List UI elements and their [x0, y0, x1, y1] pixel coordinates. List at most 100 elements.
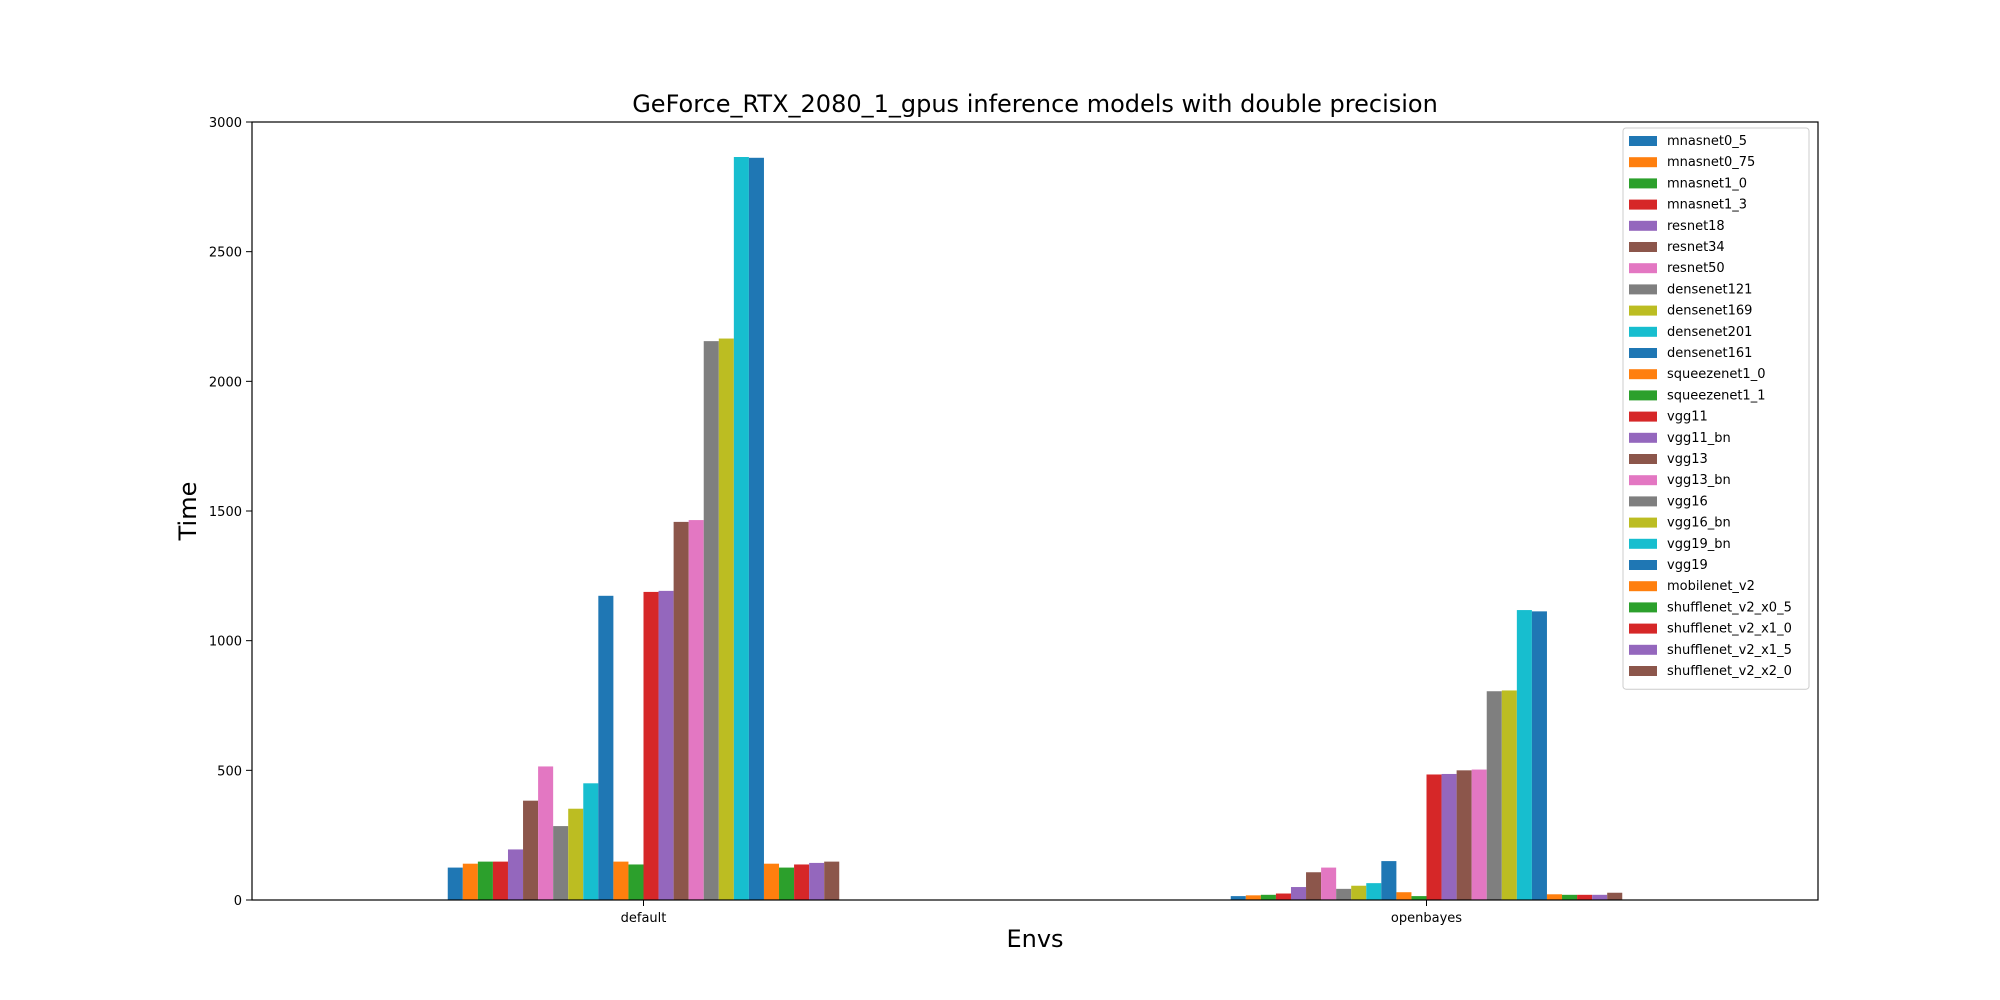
- legend-swatch: [1629, 644, 1657, 655]
- legend-swatch: [1629, 136, 1657, 146]
- legend-swatch: [1629, 432, 1657, 443]
- plot-frame: [251, 121, 1819, 901]
- legend-label: mnasnet0_75: [1667, 155, 1755, 170]
- legend-swatch: [1629, 369, 1657, 380]
- bar-vgg11-openbayes: [1426, 774, 1442, 900]
- legend-label: shufflenet_v2_x0_5: [1667, 600, 1792, 615]
- legend-label: vgg16_bn: [1667, 516, 1731, 531]
- legend-label: mnasnet0_5: [1667, 134, 1747, 149]
- legend-label: mnasnet1_3: [1667, 198, 1747, 213]
- chart-title: GeForce_RTX_2080_1_gpus inference models…: [632, 90, 1438, 118]
- bar-resnet34-default: [523, 800, 539, 900]
- legend-swatch: [1629, 199, 1657, 210]
- legend-label: mobilenet_v2: [1667, 579, 1755, 594]
- y-tick-label: 1500: [209, 505, 242, 520]
- y-tick-label: 2000: [209, 375, 242, 390]
- y-tick-label: 3000: [209, 116, 242, 131]
- bar-vgg19-openbayes: [1531, 611, 1547, 900]
- bar-vgg11_bn-default: [658, 590, 674, 900]
- bar-resnet50-openbayes: [1321, 867, 1337, 900]
- bar-densenet161-openbayes: [1381, 861, 1397, 900]
- bar-vgg16_bn-openbayes: [1501, 690, 1517, 900]
- bar-shufflenet_v2_x1_0-default: [794, 864, 810, 900]
- legend-label: resnet50: [1667, 261, 1725, 276]
- bar-vgg11_bn-openbayes: [1441, 773, 1457, 900]
- bar-vgg11-default: [643, 591, 659, 900]
- legend-swatch: [1629, 602, 1657, 613]
- legend-swatch: [1629, 623, 1657, 634]
- bar-resnet50-default: [538, 766, 554, 900]
- legend-swatch: [1629, 666, 1657, 676]
- legend-label: vgg19: [1667, 558, 1708, 573]
- legend-label: shufflenet_v2_x1_5: [1667, 643, 1792, 658]
- y-tick-label: 0: [234, 894, 242, 909]
- bar-densenet161-default: [598, 595, 614, 900]
- bar-shufflenet_v2_x2_0-default: [824, 861, 840, 900]
- legend-swatch: [1629, 263, 1657, 274]
- bar-shufflenet_v2_x1_5-openbayes: [1592, 894, 1608, 900]
- y-axis: 0 500 1000 1500 2000 2500 3000: [209, 116, 252, 909]
- bar-vgg16-default: [703, 341, 719, 900]
- legend-label: vgg11: [1667, 410, 1708, 425]
- legend-swatch: [1629, 242, 1657, 252]
- bar-densenet121-openbayes: [1336, 888, 1352, 900]
- bar-squeezenet1_1-default: [628, 864, 644, 900]
- legend-swatch: [1629, 538, 1657, 549]
- bar-mnasnet1_3-openbayes: [1275, 893, 1291, 900]
- bar-vgg16_bn-default: [718, 338, 734, 900]
- legend-box: [1622, 127, 1810, 690]
- bar-mnasnet1_0-default: [477, 861, 493, 900]
- y-tick-label: 500: [217, 764, 242, 779]
- bar-mobilenet_v2-openbayes: [1546, 894, 1563, 900]
- bar-shufflenet_v2_x1_0-openbayes: [1577, 894, 1593, 900]
- bar-mnasnet0_75-default: [462, 863, 478, 900]
- legend-label: resnet34: [1667, 240, 1725, 255]
- bar-vgg19_bn-openbayes: [1516, 610, 1532, 900]
- bar-squeezenet1_1-openbayes: [1411, 896, 1427, 900]
- bar-shufflenet_v2_x2_0-openbayes: [1607, 892, 1623, 900]
- x-tick-label: openbayes: [1391, 911, 1462, 926]
- legend-swatch: [1629, 475, 1657, 486]
- legend-label: squeezenet1_1: [1667, 388, 1765, 403]
- bar-mnasnet0_5-default: [447, 867, 463, 900]
- bar-mnasnet1_0-openbayes: [1260, 894, 1276, 900]
- y-tick-label: 2500: [209, 246, 242, 261]
- legend-label: densenet169: [1667, 304, 1752, 319]
- bar-squeezenet1_0-openbayes: [1396, 892, 1412, 900]
- bar-densenet121-default: [553, 826, 569, 900]
- legend-label: vgg19_bn: [1667, 537, 1731, 552]
- legend-label: mnasnet1_0: [1667, 176, 1747, 191]
- legend-label: vgg13_bn: [1667, 473, 1731, 488]
- legend-label: resnet18: [1667, 219, 1725, 234]
- legend-swatch: [1629, 284, 1657, 295]
- x-tick-label: default: [621, 911, 667, 926]
- bar-mnasnet0_75-openbayes: [1245, 895, 1261, 900]
- legend-swatch: [1629, 411, 1657, 422]
- bar-vgg19-default: [748, 157, 764, 901]
- legend: mnasnet0_5 mnasnet0_75 mnasnet1_0 mnasnet1_…: [1622, 127, 1810, 690]
- bar-vgg13-default: [673, 521, 689, 900]
- legend-swatch: [1629, 157, 1657, 168]
- legend-swatch: [1629, 390, 1657, 401]
- bar-densenet169-openbayes: [1351, 885, 1367, 900]
- legend-label: densenet201: [1667, 325, 1752, 340]
- legend-label: vgg11_bn: [1667, 431, 1731, 446]
- legend-swatch: [1629, 560, 1657, 570]
- bar-mobilenet_v2-default: [763, 863, 780, 900]
- legend-swatch: [1629, 517, 1657, 528]
- bar-squeezenet1_0-default: [613, 861, 629, 900]
- bar-vgg13-openbayes: [1456, 770, 1472, 900]
- legend-label: shufflenet_v2_x2_0: [1667, 664, 1792, 679]
- x-axis-title: Envs: [1006, 925, 1063, 953]
- bar-resnet18-openbayes: [1290, 887, 1307, 900]
- legend-label: vgg13: [1667, 452, 1708, 467]
- legend-swatch: [1629, 326, 1657, 337]
- legend-label: squeezenet1_0: [1667, 367, 1765, 382]
- legend-swatch: [1629, 496, 1657, 507]
- legend-swatch: [1629, 305, 1657, 316]
- legend-label: densenet121: [1667, 282, 1752, 297]
- y-axis-title: Time: [174, 482, 202, 542]
- legend-swatch: [1629, 220, 1657, 231]
- bar-shufflenet_v2_x0_5-openbayes: [1562, 894, 1578, 900]
